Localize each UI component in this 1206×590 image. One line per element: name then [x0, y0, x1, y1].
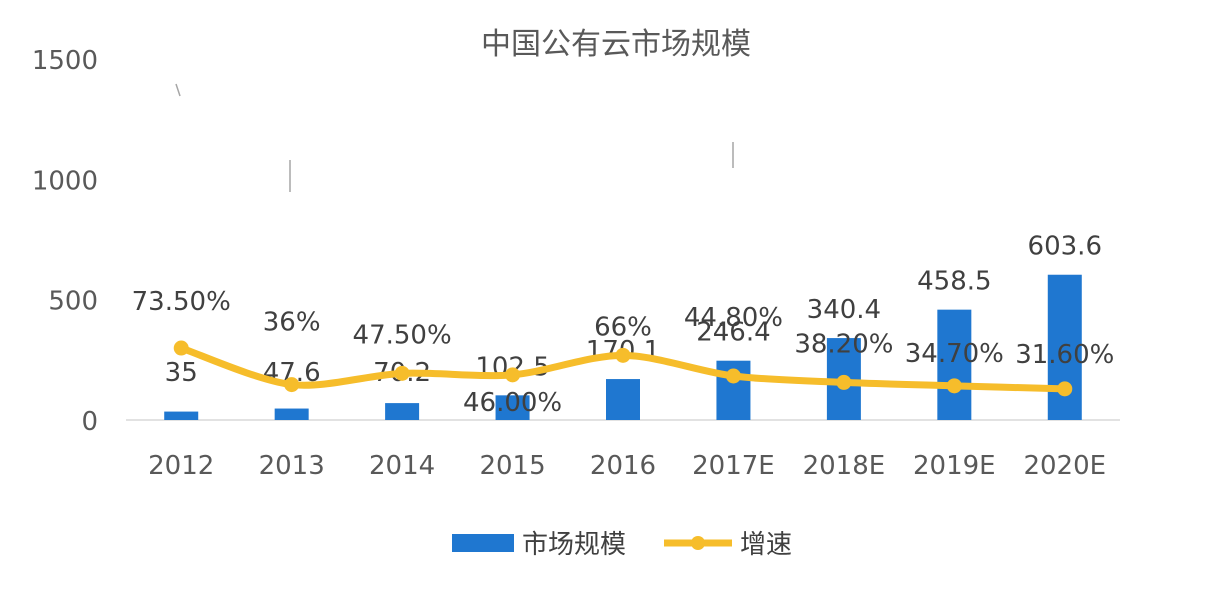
bar: [164, 411, 199, 420]
x-tick-label: 2020E: [1023, 451, 1106, 481]
growth-data-label: 44.80%: [684, 303, 783, 333]
legend-label-line: 增速: [740, 530, 792, 560]
bar-data-label: 246.4: [696, 318, 770, 348]
bar: [495, 395, 530, 420]
line-series: [173, 340, 1073, 397]
y-tick-label: 1000: [32, 166, 98, 196]
growth-marker: [836, 374, 852, 390]
growth-data-label: 73.50%: [132, 287, 231, 317]
legend-swatch-bar: [452, 534, 514, 552]
growth-marker: [284, 377, 300, 393]
chart-title: 中国公有云市场规模: [481, 27, 751, 62]
x-tick-label: 2013: [259, 451, 325, 481]
growth-data-label: 66%: [594, 312, 652, 342]
bar: [274, 408, 309, 420]
x-tick-label: 2015: [479, 451, 545, 481]
growth-marker: [505, 367, 521, 383]
growth-data-label: 34.70%: [905, 339, 1004, 369]
x-tick-label: 2016: [590, 451, 656, 481]
x-tick-label: 2017E: [692, 451, 775, 481]
bar: [385, 403, 420, 420]
growth-marker: [1057, 381, 1073, 397]
bar-data-label: 603.6: [1028, 232, 1102, 262]
growth-data-label: 47.50%: [353, 320, 452, 350]
bar-data-label: 458.5: [917, 267, 991, 297]
x-tick-label: 2012: [148, 451, 214, 481]
legend: 市场规模 增速: [452, 530, 792, 560]
growth-marker: [615, 347, 631, 363]
growth-data-label: 36%: [263, 308, 321, 338]
growth-data-label: 38.20%: [794, 329, 893, 359]
legend-swatch-marker: [691, 536, 705, 550]
growth-data-label: 31.60%: [1015, 340, 1114, 370]
y-tick-label: 0: [81, 407, 98, 437]
line-labels: 73.50% 36% 47.50% 46.00% 66% 44.80% 38.20% 34.7…: [132, 83, 1114, 418]
x-tick-label: 2018E: [803, 451, 886, 481]
y-tick-label: 1500: [32, 46, 98, 76]
growth-marker: [725, 368, 741, 384]
growth-marker: [394, 365, 410, 381]
x-tick-label: 2014: [369, 451, 435, 481]
bar-data-label: 340.4: [807, 295, 881, 325]
growth-marker: [946, 378, 962, 394]
label-leader-line: [175, 83, 181, 97]
legend-label-bar: 市场规模: [522, 530, 626, 560]
bar-data-label: 35: [165, 358, 198, 388]
growth-data-label: 46.00%: [463, 388, 562, 418]
growth-marker: [173, 340, 189, 356]
bar: [937, 309, 972, 420]
bar: [606, 379, 640, 420]
x-tick-label: 2019E: [913, 451, 996, 481]
x-axis: 2012 2013 2014 2015 2016 2017E 2018E 2019E 2020E: [148, 451, 1106, 481]
y-axis: 0 500 1000 1500: [32, 46, 98, 437]
y-tick-label: 500: [48, 287, 98, 317]
